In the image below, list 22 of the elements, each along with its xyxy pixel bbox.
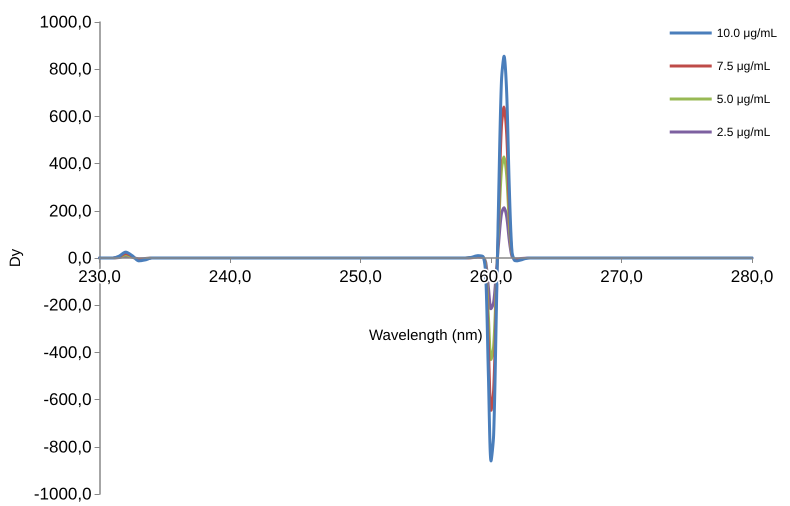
- y-tick-label: 800,0: [49, 60, 92, 79]
- y-tick-label: 200,0: [49, 201, 92, 220]
- y-tick-label: -200,0: [43, 296, 92, 315]
- y-tick-label: -600,0: [43, 390, 92, 410]
- legend-label: 5.0 μg/mL: [716, 92, 771, 106]
- legend-label: 7.5 μg/mL: [716, 59, 771, 73]
- y-tick-label: -800,0: [43, 437, 92, 456]
- x-tick-label: 250,0: [339, 267, 382, 286]
- legend-label: 10.0 μg/mL: [716, 26, 778, 40]
- y-tick-label: -1000,0: [34, 484, 92, 504]
- y-tick-label: 400,0: [49, 154, 92, 174]
- x-tick-label: 270,0: [600, 267, 643, 286]
- x-tick-label: 230,0: [78, 267, 121, 286]
- x-tick-label: 280,0: [730, 267, 774, 286]
- y-axis-title: Dy: [7, 248, 24, 268]
- y-tick-label: 1000,0: [40, 12, 92, 32]
- x-axis-title: Wavelength (nm): [368, 327, 483, 344]
- y-tick-label: 0,0: [68, 248, 92, 268]
- legend-label: 2.5 μg/mL: [716, 125, 771, 139]
- y-tick-label: -400,0: [43, 342, 92, 362]
- y-tick-label: 600,0: [49, 106, 92, 126]
- x-tick-label: 240,0: [208, 267, 252, 286]
